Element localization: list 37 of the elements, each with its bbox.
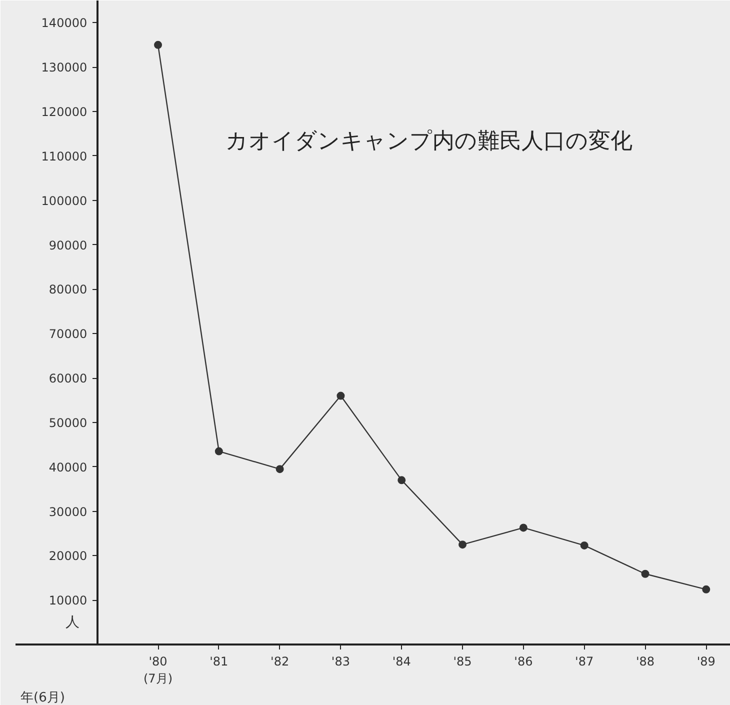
- y-tick-label: 140000: [41, 16, 88, 30]
- text: カオイダンキャンプ内の難民人口の変化: [226, 129, 632, 154]
- x-tick-label: '84: [392, 654, 411, 668]
- x-tick-label: '88: [636, 654, 655, 668]
- x-tick-label: '83: [331, 654, 350, 668]
- point: [519, 524, 528, 532]
- x-tick-label: '85: [453, 654, 472, 668]
- point: [398, 476, 406, 484]
- y-tick-label: 80000: [48, 282, 88, 297]
- point: [336, 392, 345, 400]
- y-tick-label: 30000: [48, 504, 88, 519]
- y-axis-title: 人: [66, 614, 80, 630]
- x-tick-label: '82: [270, 654, 290, 668]
- point: [641, 570, 650, 578]
- y-tick-label: 70000: [48, 327, 88, 342]
- y-tick-label: 120000: [41, 105, 88, 120]
- y-tick-label: 20000: [48, 549, 88, 564]
- y-tick-label: 90000: [48, 238, 88, 252]
- y-tick-label: 60000: [48, 372, 88, 386]
- y-tick-label: 100000: [41, 194, 88, 208]
- y-tick-label: 40000: [48, 460, 88, 474]
- y-tick-label: 110000: [41, 149, 88, 164]
- y-tick-label: 10000: [48, 594, 88, 608]
- point: [276, 465, 284, 474]
- x-tick-label: '80 (7月): [144, 654, 173, 686]
- point: [214, 447, 223, 456]
- point: [702, 585, 710, 594]
- x-tick-label: '89: [696, 654, 716, 668]
- x-axis-title: 年(6月): [20, 690, 65, 705]
- y-tick-label: 50000: [48, 416, 88, 430]
- point: [458, 540, 467, 549]
- y-tick-label: 130000: [41, 60, 88, 75]
- x-tick-label: '87: [575, 654, 594, 668]
- x-tick-label: '86: [514, 654, 533, 668]
- point: [580, 541, 588, 550]
- point: [154, 40, 162, 49]
- x-tick-label: '81: [210, 654, 228, 668]
